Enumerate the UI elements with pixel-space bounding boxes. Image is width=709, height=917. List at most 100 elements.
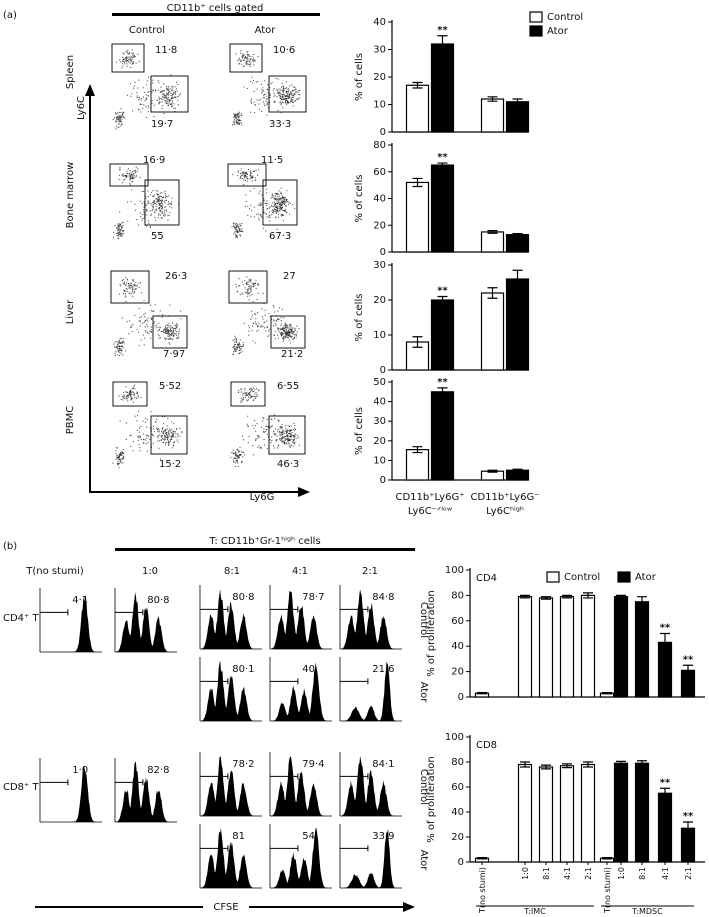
bar bbox=[634, 601, 650, 698]
event-dot bbox=[148, 76, 150, 78]
event-dot bbox=[250, 289, 252, 291]
event-dot bbox=[293, 336, 295, 338]
event-dot bbox=[120, 338, 122, 340]
event-dot bbox=[119, 117, 121, 119]
event-dot bbox=[134, 285, 136, 287]
event-dot bbox=[288, 94, 290, 96]
event-dot bbox=[285, 435, 287, 437]
event-dot bbox=[244, 176, 246, 178]
event-dot bbox=[279, 439, 281, 441]
event-dot bbox=[280, 197, 282, 199]
event-dot bbox=[147, 434, 149, 436]
event-dot bbox=[288, 94, 290, 96]
event-dot bbox=[256, 99, 258, 101]
event-dot bbox=[146, 116, 148, 118]
event-dot bbox=[285, 200, 287, 202]
event-dot bbox=[165, 102, 167, 104]
event-dot bbox=[291, 429, 293, 431]
event-dot bbox=[276, 440, 278, 442]
event-dot bbox=[255, 81, 257, 83]
event-dot bbox=[128, 56, 130, 58]
event-dot bbox=[273, 447, 275, 449]
event-dot bbox=[273, 325, 275, 327]
event-dot bbox=[112, 119, 114, 121]
event-dot bbox=[144, 337, 146, 339]
event-dot bbox=[240, 391, 242, 393]
event-dot bbox=[172, 436, 174, 438]
event-dot bbox=[151, 428, 153, 430]
event-dot bbox=[131, 287, 133, 289]
event-dot bbox=[148, 91, 150, 93]
event-dot bbox=[152, 82, 154, 84]
event-dot bbox=[168, 92, 170, 94]
event-dot bbox=[287, 102, 289, 104]
event-dot bbox=[138, 282, 140, 284]
event-dot bbox=[170, 99, 172, 101]
event-dot bbox=[255, 323, 257, 325]
event-dot bbox=[149, 438, 151, 440]
event-dot bbox=[121, 62, 123, 64]
bar bbox=[480, 292, 505, 371]
event-dot bbox=[245, 176, 247, 178]
event-dot bbox=[130, 58, 132, 60]
event-dot bbox=[235, 223, 237, 225]
event-dot bbox=[132, 61, 134, 63]
event-dot bbox=[283, 199, 285, 201]
event-dot bbox=[282, 328, 284, 330]
event-dot bbox=[255, 179, 257, 181]
event-dot bbox=[240, 345, 242, 347]
event-dot bbox=[249, 56, 251, 58]
event-dot bbox=[233, 123, 235, 125]
event-dot bbox=[155, 208, 157, 210]
event-dot bbox=[164, 327, 166, 329]
event-dot bbox=[282, 327, 284, 329]
event-dot bbox=[121, 342, 123, 344]
event-dot bbox=[236, 236, 238, 238]
event-dot bbox=[159, 192, 161, 194]
event-dot bbox=[264, 431, 266, 433]
event-dot bbox=[115, 450, 117, 452]
event-dot bbox=[167, 94, 169, 96]
event-dot bbox=[159, 98, 161, 100]
event-dot bbox=[172, 338, 174, 340]
event-dot bbox=[290, 430, 292, 432]
event-dot bbox=[145, 225, 147, 227]
event-dot bbox=[283, 196, 285, 198]
event-dot bbox=[119, 349, 121, 351]
significance: ** bbox=[437, 286, 448, 297]
event-dot bbox=[235, 237, 237, 239]
event-dot bbox=[280, 316, 282, 318]
event-dot bbox=[295, 437, 297, 439]
event-dot bbox=[280, 427, 282, 429]
event-dot bbox=[241, 57, 243, 59]
event-dot bbox=[259, 326, 261, 328]
event-dot bbox=[129, 177, 131, 179]
event-dot bbox=[269, 87, 271, 89]
hist-value: 4·1 bbox=[72, 595, 88, 606]
event-dot bbox=[172, 431, 174, 433]
event-dot bbox=[176, 334, 178, 336]
event-dot bbox=[294, 433, 296, 435]
event-dot bbox=[272, 304, 274, 306]
event-dot bbox=[234, 350, 236, 352]
event-dot bbox=[152, 195, 154, 197]
event-dot bbox=[281, 432, 283, 434]
event-dot bbox=[165, 86, 167, 88]
y-tick-label: 100 bbox=[445, 732, 464, 743]
event-dot bbox=[283, 339, 285, 341]
event-dot bbox=[118, 122, 120, 124]
event-dot bbox=[119, 61, 121, 63]
event-dot bbox=[173, 430, 175, 432]
event-dot bbox=[289, 326, 291, 328]
event-dot bbox=[126, 175, 128, 177]
event-dot bbox=[250, 288, 252, 290]
event-dot bbox=[292, 441, 294, 443]
event-dot bbox=[237, 60, 239, 62]
event-dot bbox=[283, 436, 285, 438]
event-dot bbox=[160, 206, 162, 208]
event-dot bbox=[145, 204, 147, 206]
event-dot bbox=[243, 65, 245, 67]
event-dot bbox=[238, 123, 240, 125]
event-dot bbox=[253, 57, 255, 59]
event-dot bbox=[251, 286, 253, 288]
